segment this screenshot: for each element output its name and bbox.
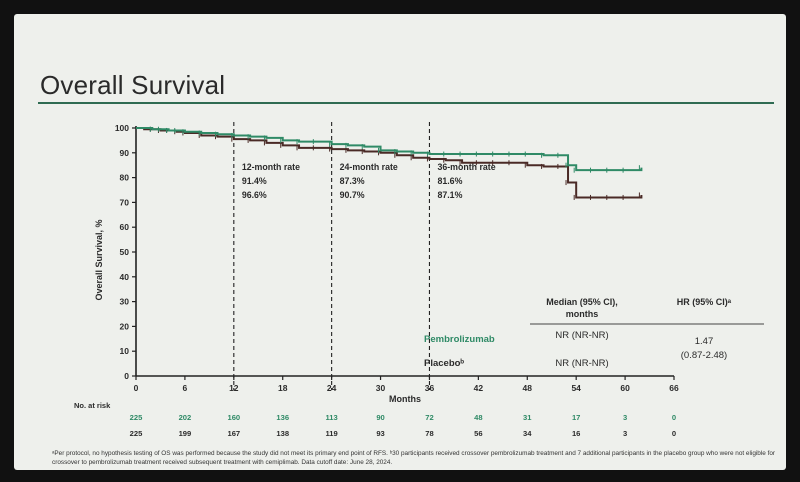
x-tick-label: 30 (376, 383, 386, 393)
at-risk-placebo: 225 (130, 429, 143, 438)
y-tick-label: 0 (124, 371, 129, 381)
y-tick-label: 20 (120, 321, 130, 331)
at-risk-placebo: 93 (376, 429, 384, 438)
curve-label-pembrolizumab: Pembrolizumab (424, 334, 495, 345)
at-risk-placebo: 56 (474, 429, 482, 438)
median-placebo: NR (NR-NR) (555, 358, 608, 369)
y-tick-label: 50 (120, 247, 130, 257)
at-risk-placebo: 0 (672, 429, 676, 438)
curve-label-placebo: Placeboᵇ (424, 358, 464, 369)
y-tick-label: 100 (115, 123, 129, 133)
at-risk-pembrolizumab: 202 (179, 413, 192, 422)
at-risk-pembrolizumab: 3 (623, 413, 627, 422)
landmark-label: 36-month rate (437, 162, 495, 172)
y-tick-label: 30 (120, 297, 130, 307)
x-tick-label: 6 (183, 383, 188, 393)
x-tick-label: 66 (669, 383, 679, 393)
at-risk-placebo: 199 (179, 429, 192, 438)
landmark-rate-placebo: 96.6% (242, 190, 267, 200)
y-tick-label: 40 (120, 272, 130, 282)
y-axis-label: Overall Survival, % (94, 219, 104, 300)
x-tick-label: 60 (620, 383, 630, 393)
at-risk-pembrolizumab: 0 (672, 413, 676, 422)
at-risk-pembrolizumab: 31 (523, 413, 532, 422)
at-risk-placebo: 138 (276, 429, 289, 438)
x-tick-label: 54 (571, 383, 581, 393)
y-tick-label: 60 (120, 222, 130, 232)
table-header-median-unit: months (566, 309, 599, 319)
landmark-rate-placebo: 87.1% (437, 190, 462, 200)
at-risk-placebo: 78 (425, 429, 433, 438)
landmark-rate-pembrolizumab: 87.3% (340, 176, 365, 186)
at-risk-pembrolizumab: 136 (276, 413, 289, 422)
landmark-rate-pembrolizumab: 81.6% (437, 176, 462, 186)
at-risk-pembrolizumab: 90 (376, 413, 384, 422)
y-tick-label: 90 (120, 148, 130, 158)
x-tick-label: 48 (523, 383, 533, 393)
at-risk-pembrolizumab: 225 (130, 413, 143, 422)
at-risk-placebo: 34 (523, 429, 532, 438)
y-tick-label: 80 (120, 173, 130, 183)
landmark-rate-placebo: 90.7% (340, 190, 365, 200)
at-risk-placebo: 119 (326, 429, 338, 438)
y-tick-label: 70 (120, 197, 130, 207)
table-header-median: Median (95% CI), (546, 297, 618, 307)
slide-title: Overall Survival (40, 70, 226, 100)
x-axis-label: Months (389, 394, 421, 404)
at-risk-placebo: 167 (227, 429, 240, 438)
at-risk-label: No. at risk (74, 401, 111, 410)
x-tick-label: 0 (134, 383, 139, 393)
hazard-ratio: 1.47 (695, 336, 714, 347)
km-curve-placebo (136, 127, 643, 172)
x-tick-label: 18 (278, 383, 288, 393)
slide: Overall Survival 0 10 20 30 40 50 60 70 80 90 100 0… (14, 14, 786, 470)
at-risk-pembrolizumab: 17 (572, 413, 580, 422)
table-header-hr: HR (95% CI)ᵃ (677, 297, 732, 307)
title-divider (38, 102, 774, 104)
at-risk-pembrolizumab: 160 (227, 413, 240, 422)
landmark-label: 12-month rate (242, 162, 300, 172)
at-risk-placebo: 16 (572, 429, 580, 438)
footnote: ᵃPer protocol, no hypothesis testing of … (52, 450, 776, 466)
median-pembrolizumab: NR (NR-NR) (555, 330, 608, 341)
at-risk-pembrolizumab: 72 (425, 413, 433, 422)
y-tick-label: 10 (120, 346, 130, 356)
landmark-label: 24-month rate (340, 162, 398, 172)
at-risk-placebo: 3 (623, 429, 627, 438)
x-tick-label: 42 (474, 383, 484, 393)
at-risk-pembrolizumab: 113 (326, 413, 338, 422)
hazard-ratio-ci: (0.87-2.48) (681, 350, 727, 361)
km-curve-pembrolizumab (136, 127, 643, 199)
landmark-rate-pembrolizumab: 91.4% (242, 176, 267, 186)
at-risk-pembrolizumab: 48 (474, 413, 482, 422)
